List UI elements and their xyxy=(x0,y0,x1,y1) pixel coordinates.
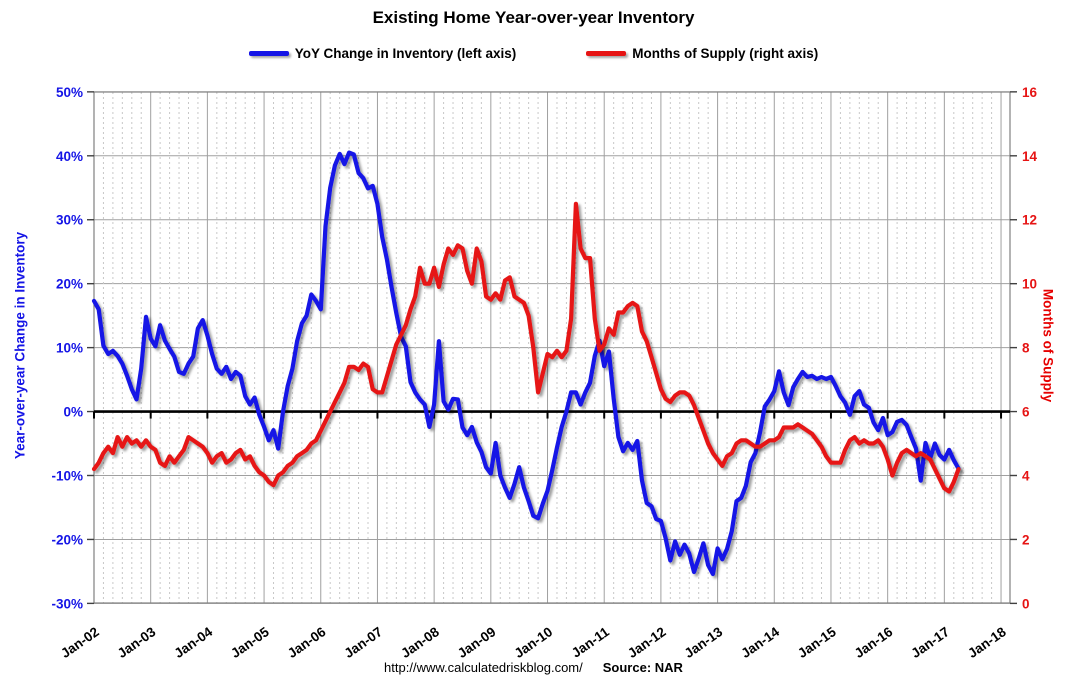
x-axis-tick-label: Jan-12 xyxy=(625,624,669,661)
right-axis-tick-label: 12 xyxy=(1022,213,1037,228)
left-axis-tick-label: 10% xyxy=(56,341,83,356)
right-axis-tick-label: 8 xyxy=(1022,341,1030,356)
x-axis-tick-label: Jan-15 xyxy=(795,624,839,661)
left-axis-tick-label: 30% xyxy=(56,213,83,228)
legend-item-supply: Months of Supply (right axis) xyxy=(586,46,818,61)
footer-url: http://www.calculatedriskblog.com/ xyxy=(384,660,583,675)
x-axis-tick-label: Jan-07 xyxy=(342,624,386,661)
legend-label-supply: Months of Supply (right axis) xyxy=(632,46,819,61)
left-axis-tick-label: 0% xyxy=(63,405,83,420)
legend-item-yoy: YoY Change in Inventory (left axis) xyxy=(248,46,517,61)
left-axis-tick-label: -20% xyxy=(51,532,83,547)
red-line-swatch-icon xyxy=(586,51,627,56)
right-axis-tick-label: 16 xyxy=(1022,85,1038,100)
x-axis-tick-label: Jan-09 xyxy=(455,624,499,661)
right-axis-tick-label: 10 xyxy=(1022,277,1037,292)
footer-source: Source: NAR xyxy=(602,660,683,675)
x-axis-tick-label: Jan-03 xyxy=(115,624,159,661)
x-axis-tick-label: Jan-14 xyxy=(738,624,782,661)
yoy-inventory-line xyxy=(91,150,961,577)
legend-label-yoy: YoY Change in Inventory (left axis) xyxy=(294,46,517,61)
months-of-supply-line xyxy=(91,201,961,494)
x-axis-tick-label: Jan-04 xyxy=(171,624,215,661)
x-axis-tick-label: Jan-05 xyxy=(228,624,272,661)
chart-footer: http://www.calculatedriskblog.com/ Sourc… xyxy=(0,660,1067,675)
x-axis-tick-label: Jan-10 xyxy=(512,624,556,661)
left-axis-tick-label: -30% xyxy=(51,596,83,611)
blue-line-swatch-icon xyxy=(248,51,289,56)
right-axis-tick-label: 4 xyxy=(1022,469,1030,484)
x-axis-tick-label: Jan-02 xyxy=(58,624,102,661)
right-axis-tick-label: 0 xyxy=(1022,596,1030,611)
left-axis-title: Year-over-year Change in Inventory xyxy=(12,231,28,460)
x-axis-tick-label: Jan-06 xyxy=(285,624,329,661)
right-axis-tick-label: 14 xyxy=(1022,149,1038,164)
x-axis-tick-label: Jan-08 xyxy=(398,624,442,661)
left-axis-tick-label: -10% xyxy=(51,469,83,484)
left-axis-tick-label: 40% xyxy=(56,149,83,164)
right-axis-tick-label: 2 xyxy=(1022,532,1030,547)
x-axis-tick-label: Jan-13 xyxy=(682,624,726,661)
x-axis-tick-label: Jan-17 xyxy=(908,624,952,661)
chart-title: Existing Home Year-over-year Inventory xyxy=(372,8,695,27)
x-axis-tick-label: Jan-16 xyxy=(852,624,896,661)
left-axis-tick-label: 50% xyxy=(56,85,83,100)
right-axis-tick-label: 6 xyxy=(1022,405,1030,420)
x-axis-tick-label: Jan-18 xyxy=(965,624,1009,661)
right-axis-title: Months of Supply xyxy=(1040,288,1056,403)
left-axis-tick-label: 20% xyxy=(56,277,83,292)
chart-legend: YoY Change in Inventory (left axis) Mont… xyxy=(0,46,1067,61)
x-axis-tick-label: Jan-11 xyxy=(569,624,612,661)
